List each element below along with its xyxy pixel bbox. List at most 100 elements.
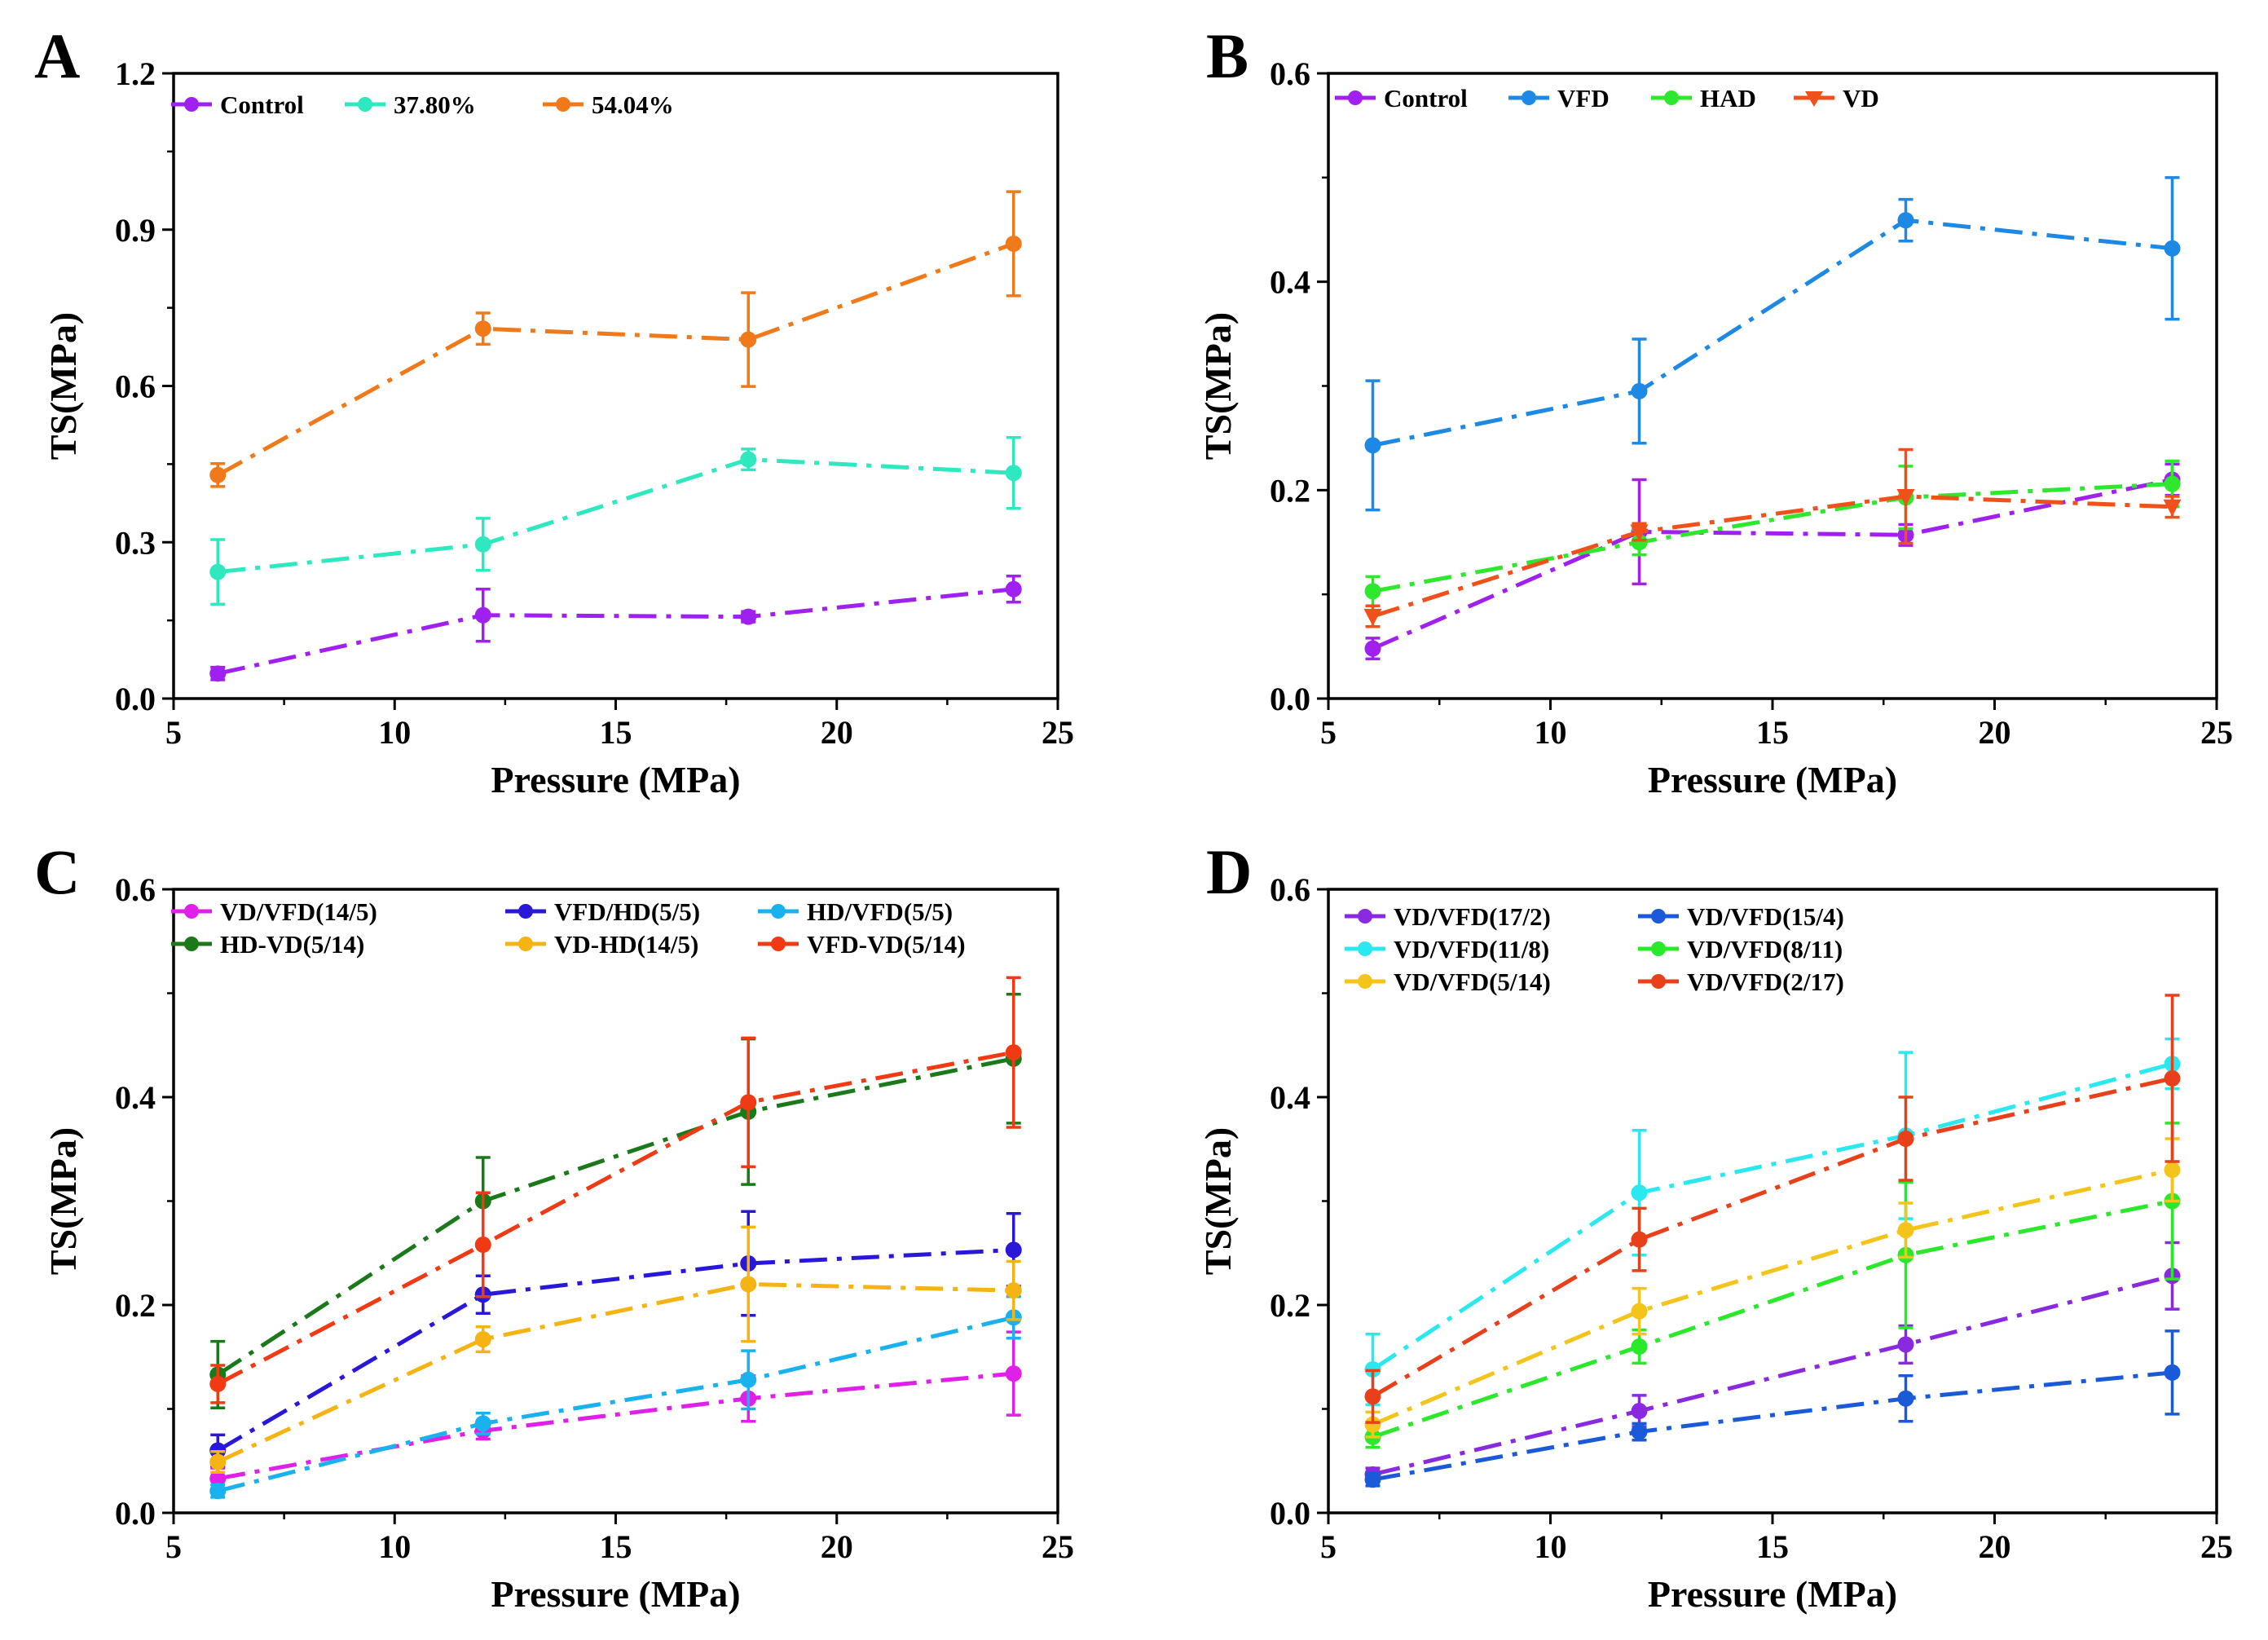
data-point — [1897, 1336, 1914, 1353]
data-point — [740, 1276, 757, 1293]
y-tick-label: 0.0 — [1270, 681, 1310, 717]
data-point — [209, 1375, 227, 1392]
legend-label: HD-VD(5/14) — [220, 930, 364, 959]
legend-label: VD/VFD(8/11) — [1687, 935, 1843, 963]
x-tick-label: 25 — [2200, 1528, 2233, 1565]
legend-marker — [518, 904, 533, 919]
data-point — [740, 1094, 757, 1111]
y-tick-label: 0.4 — [115, 1079, 156, 1116]
data-point — [474, 1237, 491, 1254]
data-point — [209, 1453, 227, 1470]
data-point — [1631, 534, 1648, 551]
series-line — [216, 1247, 1014, 1453]
series-37-80- — [209, 436, 1022, 606]
legend: Control 37.80% 54.04% — [171, 90, 674, 119]
legend-marker — [1664, 90, 1679, 105]
y-tick-label: 0.3 — [115, 524, 156, 561]
x-axis-title: Pressure (MPa) — [491, 1573, 740, 1615]
series-54-04- — [209, 190, 1022, 488]
legend-item: 54.04% — [543, 90, 674, 119]
legend-label: VD/VFD(17/2) — [1394, 902, 1551, 931]
legend: VD/VFD(14/5) VFD/HD(5/5) HD/VFD(5/5) HD-VD(… — [171, 897, 966, 959]
x-tick-label: 10 — [378, 714, 411, 751]
x-tick-label: 5 — [165, 714, 182, 751]
data-point — [1363, 609, 1382, 627]
legend: VD/VFD(17/2) VD/VFD(15/4) VD/VFD(11/8) VD/V… — [1345, 902, 1844, 996]
series-control — [1364, 462, 2181, 661]
x-tick-label: 10 — [378, 1528, 411, 1565]
data-point — [474, 320, 491, 337]
data-point — [1005, 1282, 1022, 1299]
legend-item: VD/VFD(14/5) — [171, 897, 377, 926]
y-tick-label: 0.6 — [115, 871, 156, 908]
y-axis-title: TS(MPa) — [42, 312, 84, 460]
legend-label: VFD-VD(5/14) — [807, 930, 966, 959]
legend-item: HD/VFD(5/5) — [758, 897, 953, 926]
data-point — [1005, 236, 1022, 253]
chart-panel-c: C 5 10 15 20 25 0.0 0.2 0.4 0.6 Pressure (MPa) TS(M… — [34, 836, 1074, 1615]
series-vd-vfd-8-11- — [1364, 1122, 2181, 1449]
data-point — [1630, 524, 1649, 542]
series-line — [217, 1371, 1014, 1481]
y-tick-label: 0.0 — [115, 681, 156, 717]
series-vfd-hd-5-5- — [209, 1210, 1022, 1468]
series-line — [217, 1050, 1015, 1387]
series-vd — [1363, 447, 2182, 628]
x-tick-label: 10 — [1535, 1528, 1567, 1565]
legend-marker — [1651, 974, 1666, 989]
legend-marker — [1358, 941, 1372, 956]
y-tick-label: 0.0 — [1270, 1495, 1310, 1532]
chart-panel-a: A 5 10 15 20 25 0.0 0.3 0.6 0.9 1.2 Pressure (MPa) T… — [34, 20, 1074, 800]
series-vfd — [1364, 176, 2181, 512]
panel-letter: D — [1206, 836, 1252, 907]
legend-item: VD-HD(14/5) — [505, 930, 698, 959]
series-vd-vfd-5-14- — [1364, 1137, 2181, 1439]
data-point — [1364, 1388, 1381, 1405]
legend-marker — [1358, 909, 1372, 924]
data-point — [209, 1483, 227, 1500]
series-line — [1372, 494, 2173, 619]
x-tick-label: 10 — [1535, 714, 1567, 751]
y-tick-label: 0.4 — [1270, 1079, 1310, 1116]
data-point — [1631, 1338, 1648, 1355]
data-point — [740, 608, 757, 625]
series-vfd-vd-5-14- — [209, 976, 1022, 1404]
x-tick-label: 5 — [1320, 1528, 1337, 1565]
data-point — [2164, 1364, 2181, 1381]
data-point — [1897, 212, 1914, 229]
legend-marker — [771, 904, 786, 919]
data-point — [740, 331, 757, 348]
data-point — [1631, 1423, 1648, 1440]
legend: Control VFD HAD VD — [1335, 84, 1879, 112]
data-point — [209, 466, 227, 483]
y-tick-label: 0.4 — [1270, 264, 1310, 301]
panel-letter: B — [1206, 20, 1249, 91]
data-point — [1897, 1390, 1914, 1407]
x-tick-label: 25 — [2200, 714, 2233, 751]
series-vd-vfd-17-2- — [1364, 1241, 2181, 1483]
data-point — [1631, 1303, 1648, 1320]
series-line — [1372, 1076, 2173, 1399]
series-line — [217, 587, 1015, 676]
data-point — [474, 536, 491, 553]
data-point — [1005, 465, 1022, 482]
series-line — [1372, 1167, 2173, 1426]
legend-item: Control — [171, 90, 304, 119]
legend-marker — [358, 97, 372, 112]
plot-frame — [172, 72, 1059, 700]
series-line — [217, 1315, 1015, 1493]
panel-letter: C — [34, 836, 80, 907]
legend-marker — [1348, 90, 1363, 105]
legend-label: VD/VFD(5/14) — [1394, 968, 1551, 996]
legend-marker — [1358, 974, 1372, 989]
data-point — [209, 563, 227, 580]
legend-item: VD/VFD(15/4) — [1638, 902, 1844, 931]
plot-frame — [1327, 72, 2218, 700]
legend-label: VD-HD(14/5) — [554, 930, 698, 959]
chart-panel-b: B 5 10 15 20 25 0.0 0.2 0.4 0.6 Pressure (MPa) TS(M… — [1197, 20, 2233, 800]
data-point — [474, 1331, 491, 1348]
y-axis-title: TS(MPa) — [1197, 1127, 1239, 1275]
y-tick-label: 0.2 — [1270, 472, 1310, 509]
legend-marker — [184, 937, 199, 951]
x-axis-title: Pressure (MPa) — [1648, 1573, 1897, 1615]
